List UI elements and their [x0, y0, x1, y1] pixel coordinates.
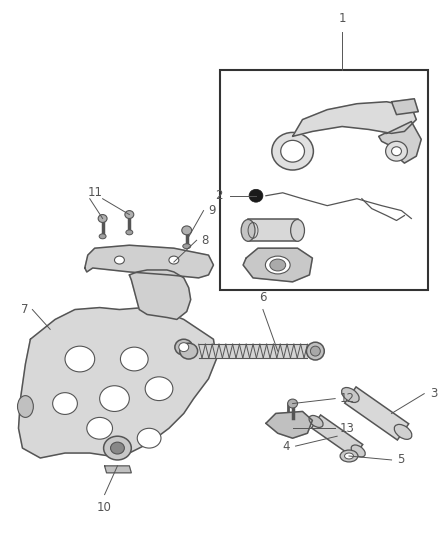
- Polygon shape: [129, 270, 191, 319]
- Ellipse shape: [18, 395, 33, 417]
- Bar: [311, 415, 363, 457]
- Ellipse shape: [342, 387, 359, 402]
- Ellipse shape: [180, 343, 198, 359]
- Ellipse shape: [272, 132, 313, 170]
- Bar: [345, 387, 409, 440]
- Ellipse shape: [145, 377, 173, 401]
- Ellipse shape: [104, 436, 131, 460]
- Ellipse shape: [241, 220, 255, 241]
- Bar: [197, 344, 318, 358]
- Ellipse shape: [288, 399, 297, 408]
- Polygon shape: [85, 245, 213, 278]
- Ellipse shape: [179, 343, 189, 352]
- Ellipse shape: [281, 140, 304, 162]
- Text: 13: 13: [340, 422, 355, 435]
- Ellipse shape: [392, 147, 402, 156]
- Bar: [220, 70, 428, 290]
- Ellipse shape: [270, 259, 286, 271]
- Text: 5: 5: [398, 454, 405, 466]
- Ellipse shape: [311, 346, 320, 356]
- Polygon shape: [392, 99, 418, 115]
- Ellipse shape: [340, 450, 358, 462]
- Ellipse shape: [114, 256, 124, 264]
- Ellipse shape: [182, 226, 192, 235]
- Text: 2: 2: [215, 189, 223, 202]
- Ellipse shape: [351, 445, 365, 457]
- Text: 1: 1: [338, 12, 346, 25]
- Ellipse shape: [110, 442, 124, 454]
- Ellipse shape: [385, 141, 407, 161]
- Bar: [248, 220, 297, 241]
- Ellipse shape: [100, 386, 129, 411]
- Ellipse shape: [125, 211, 134, 219]
- Ellipse shape: [120, 347, 148, 371]
- Ellipse shape: [126, 230, 133, 235]
- Text: 6: 6: [259, 290, 267, 304]
- Ellipse shape: [137, 429, 161, 448]
- Text: 10: 10: [97, 500, 112, 513]
- Ellipse shape: [291, 220, 304, 241]
- Polygon shape: [379, 122, 421, 163]
- Ellipse shape: [99, 234, 106, 239]
- Polygon shape: [243, 248, 312, 282]
- Ellipse shape: [394, 424, 412, 439]
- Ellipse shape: [175, 339, 193, 355]
- Ellipse shape: [265, 256, 290, 274]
- Polygon shape: [266, 411, 312, 438]
- Ellipse shape: [183, 244, 191, 249]
- Ellipse shape: [53, 393, 78, 415]
- Polygon shape: [293, 102, 416, 136]
- Ellipse shape: [169, 256, 179, 264]
- Ellipse shape: [307, 342, 324, 360]
- Text: 3: 3: [430, 387, 438, 400]
- Text: 11: 11: [87, 185, 102, 199]
- Text: 12: 12: [340, 392, 355, 405]
- Text: 4: 4: [282, 440, 290, 453]
- Ellipse shape: [98, 215, 107, 222]
- Ellipse shape: [87, 417, 113, 439]
- Polygon shape: [18, 308, 216, 458]
- Text: 7: 7: [21, 303, 28, 316]
- Ellipse shape: [65, 346, 95, 372]
- Ellipse shape: [249, 189, 263, 202]
- Ellipse shape: [345, 453, 353, 459]
- Text: 8: 8: [201, 234, 209, 247]
- Text: 9: 9: [208, 204, 216, 217]
- Polygon shape: [105, 466, 131, 473]
- Ellipse shape: [309, 415, 323, 427]
